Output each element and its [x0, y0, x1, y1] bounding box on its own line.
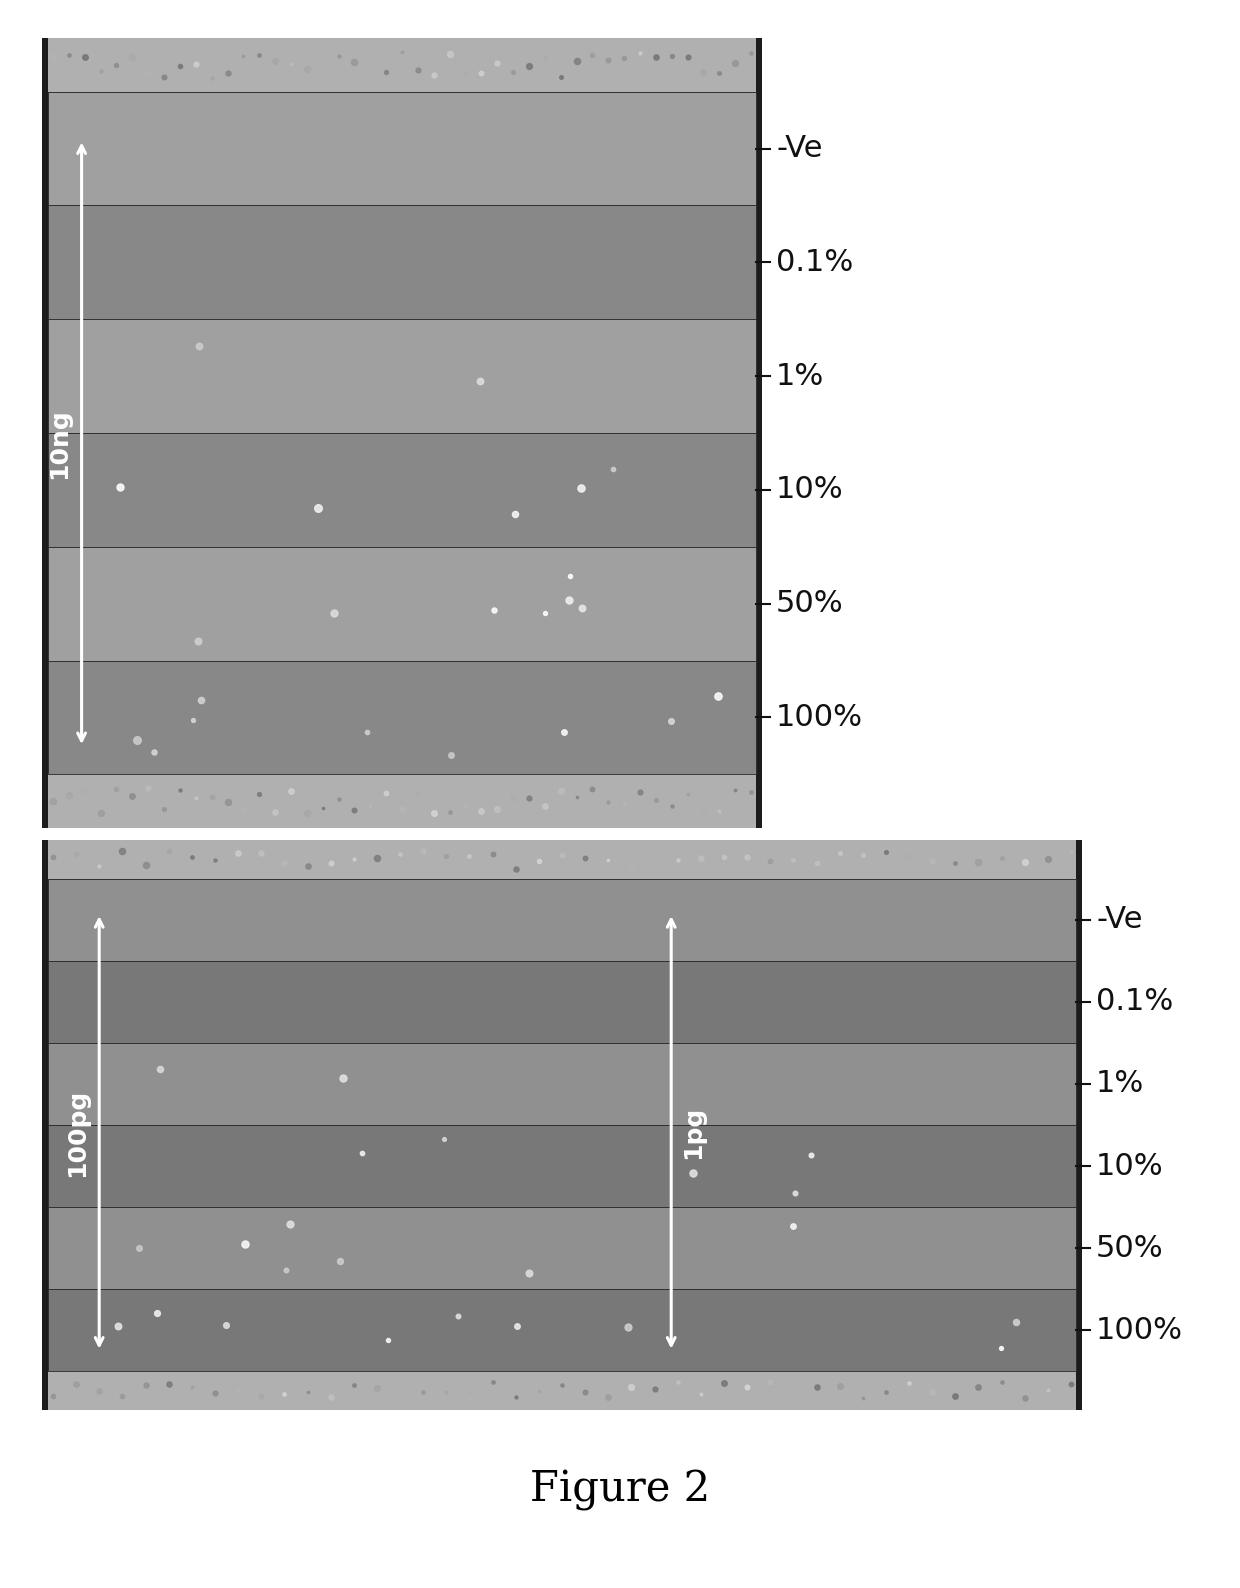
- Bar: [48, 92, 756, 205]
- Text: 50%: 50%: [1096, 1234, 1163, 1262]
- Text: 1%: 1%: [1096, 1069, 1145, 1099]
- Text: 10%: 10%: [776, 475, 843, 505]
- Bar: [48, 775, 756, 827]
- Bar: [48, 1289, 1076, 1372]
- Bar: [48, 434, 756, 546]
- Bar: [48, 1207, 1076, 1289]
- Text: 0.1%: 0.1%: [1096, 988, 1173, 1016]
- Text: Figure 2: Figure 2: [529, 1469, 711, 1512]
- Text: 1pg: 1pg: [681, 1105, 706, 1159]
- Text: -Ve: -Ve: [1096, 905, 1142, 934]
- Bar: [48, 661, 756, 775]
- Bar: [48, 840, 1076, 878]
- Bar: [48, 546, 756, 661]
- Text: -Ve: -Ve: [776, 133, 822, 164]
- Bar: [48, 961, 1076, 1043]
- Text: 10%: 10%: [1096, 1151, 1163, 1180]
- Text: 100%: 100%: [776, 703, 863, 732]
- Bar: [48, 878, 1076, 961]
- Text: 100pg: 100pg: [66, 1088, 89, 1177]
- Bar: [48, 1372, 1076, 1410]
- Bar: [42, 840, 1083, 1410]
- Bar: [48, 205, 756, 319]
- Text: 0.1%: 0.1%: [776, 248, 853, 276]
- Text: 100%: 100%: [1096, 1316, 1183, 1345]
- Text: 10ng: 10ng: [47, 408, 72, 478]
- Bar: [48, 1043, 1076, 1124]
- Text: 1%: 1%: [776, 362, 825, 391]
- Bar: [42, 38, 763, 827]
- Bar: [48, 38, 756, 92]
- Bar: [48, 319, 756, 434]
- Text: 50%: 50%: [776, 589, 843, 618]
- Bar: [48, 1124, 1076, 1207]
